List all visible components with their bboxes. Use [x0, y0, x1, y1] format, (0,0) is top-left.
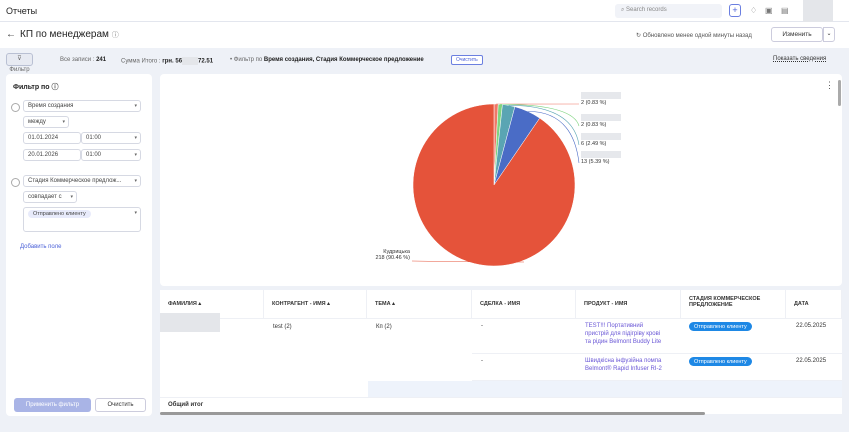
column-header[interactable]: Тема ▴	[367, 290, 472, 318]
column-header[interactable]: Стадия Коммерческое предложение	[681, 290, 786, 318]
clear-filters-button[interactable]: Очистить	[451, 55, 483, 65]
slice-name: Кудрицька	[383, 249, 411, 255]
stage-badge: Отправлено клиенту	[689, 357, 752, 366]
search-placeholder: Search records	[626, 7, 667, 13]
redacted-name	[581, 114, 621, 121]
slice-label: 6 (2.49 %)	[581, 141, 607, 147]
top-bar: Отчеты ⌕ Search records + ♢ ▣ ▤	[0, 0, 849, 22]
date-cell: 22.05.2025	[796, 358, 827, 364]
back-icon[interactable]: ←	[6, 29, 16, 40]
show-details-link[interactable]: Показать сведения	[773, 56, 827, 62]
filter1-operator-select[interactable]: между ▾	[23, 116, 69, 128]
filter-panel: Фильтр по ⓘ Время создания ▾ между ▾ 01.01…	[6, 74, 152, 416]
column-header[interactable]: Контрагент - Имя ▴	[264, 290, 367, 318]
redacted-name	[581, 133, 621, 140]
filter2-field-select[interactable]: Стадия Коммерческое предлож... ▾	[23, 175, 141, 187]
remove-filter-icon[interactable]	[11, 103, 20, 112]
slice-label: 2 (0.83 %)	[581, 122, 607, 128]
search-input[interactable]: ⌕ Search records	[615, 4, 722, 18]
to-time-select[interactable]: 01:00 ▾	[81, 149, 141, 161]
remove-filter-icon[interactable]	[11, 178, 20, 187]
value-chip[interactable]: Отправлено клиенту	[28, 210, 91, 218]
app-title: Отчеты	[6, 6, 38, 16]
clear-button[interactable]: Очистить	[95, 398, 146, 412]
filter1-field-select[interactable]: Время создания ▾	[23, 100, 141, 112]
inbox-icon[interactable]: ▤	[781, 6, 789, 15]
grand-total-label: Общий итог	[168, 402, 204, 408]
topic-group: Кп (2)	[376, 324, 392, 330]
vertical-scrollbar[interactable]	[838, 80, 841, 106]
column-header[interactable]: Дата	[786, 290, 842, 318]
report-table: Фамилия ▴ Контрагент - Имя ▴ Тема ▴ Сделка …	[160, 290, 842, 414]
table-row: - Швидкісна інфузійна помпа Belmont® Rap…	[472, 353, 842, 381]
redacted-name	[581, 92, 621, 99]
add-field-link[interactable]: Добавить поле	[20, 244, 62, 250]
report-header: ← КП по менеджерам ⓘ ↻ Обновлено менее о…	[0, 22, 849, 48]
filter-icon: ⊽	[17, 56, 22, 62]
slice-label: 13 (5.39 %)	[581, 159, 610, 165]
record-count: Все записи : 241	[60, 57, 107, 63]
stage-badge: Отправлено клиенту	[689, 322, 752, 331]
refresh-status[interactable]: ↻ Обновлено менее одной минуты назад	[636, 33, 752, 39]
filter-button[interactable]: ⊽ Фильтр	[6, 53, 33, 73]
column-header[interactable]: Фамилия ▴	[160, 290, 264, 318]
leader-line	[500, 103, 580, 127]
filter-label: Фильтр	[9, 67, 30, 73]
more-options-icon[interactable]: ⋮	[825, 80, 834, 90]
filter-panel-title: Фильтр по ⓘ	[13, 84, 59, 91]
apply-filter-button[interactable]: Применить фильтр	[14, 398, 91, 412]
from-date-input[interactable]: 01.01.2024	[23, 132, 81, 144]
deal-name: -	[481, 358, 483, 364]
updated-text: Обновлено менее одной минуты назад	[642, 33, 752, 39]
column-header[interactable]: Продукт - Имя	[576, 290, 681, 318]
add-button[interactable]: +	[729, 4, 741, 17]
leader-line	[508, 105, 580, 146]
filter2-value-select[interactable]: Отправлено клиенту ▾	[23, 207, 141, 232]
redacted-surname	[160, 313, 220, 332]
page-title: КП по менеджерам ⓘ	[20, 29, 119, 40]
product-link[interactable]: TEST!!! Портативний пристрій для підігрі…	[585, 323, 662, 345]
leader-line	[411, 260, 525, 263]
date-cell: 22.05.2025	[796, 323, 827, 329]
redacted-name	[581, 151, 621, 158]
filter2-operator-select[interactable]: совпадает с ▾	[23, 191, 77, 203]
pie-chart: 2 (0.83 %) 2 (0.83 %) 6 (2.49 %) 13 (5.39 %…	[375, 92, 621, 267]
active-filters: • Фильтр по Время создания, Стадия Комме…	[230, 57, 424, 63]
edit-button[interactable]: Изменить	[771, 27, 823, 42]
slice-label: 218 (90.46 %)	[375, 255, 410, 261]
sum-total: Сумма Итого : грн. 56 72.51	[121, 57, 214, 65]
from-time-select[interactable]: 01:00 ▾	[81, 132, 141, 144]
table-row: - TEST!!! Портативний пристрій для підіг…	[472, 318, 842, 354]
to-date-input[interactable]: 20.01.2026	[23, 149, 81, 161]
contractor-group: test (2)	[273, 324, 292, 330]
edit-dropdown-button[interactable]: ⌄	[823, 27, 835, 42]
bell-icon[interactable]: ♢	[750, 6, 758, 15]
leader-line	[527, 111, 580, 164]
product-link[interactable]: Швидкісна інфузійна помпа Belmont® Rapid…	[585, 358, 662, 372]
filter-bar: ⊽ Фильтр Все записи : 241 Сумма Итого : …	[0, 50, 849, 73]
slice-label: 2 (0.83 %)	[581, 100, 607, 106]
avatar[interactable]	[803, 0, 833, 22]
pie-slice[interactable]	[412, 103, 576, 267]
calendar-icon[interactable]: ▣	[765, 6, 773, 15]
info-icon[interactable]: ⓘ	[111, 32, 119, 39]
title-text: КП по менеджерам	[20, 29, 109, 40]
deal-name: -	[481, 323, 483, 329]
column-header[interactable]: Сделка - Имя	[472, 290, 576, 318]
subtotal-row	[368, 381, 842, 397]
horizontal-scrollbar[interactable]	[160, 412, 705, 415]
pie-chart-panel: ⋮ 2 (0.83 %) 2 (0.83 %) 6 (2.49 %) 13 (5.39…	[160, 74, 842, 286]
